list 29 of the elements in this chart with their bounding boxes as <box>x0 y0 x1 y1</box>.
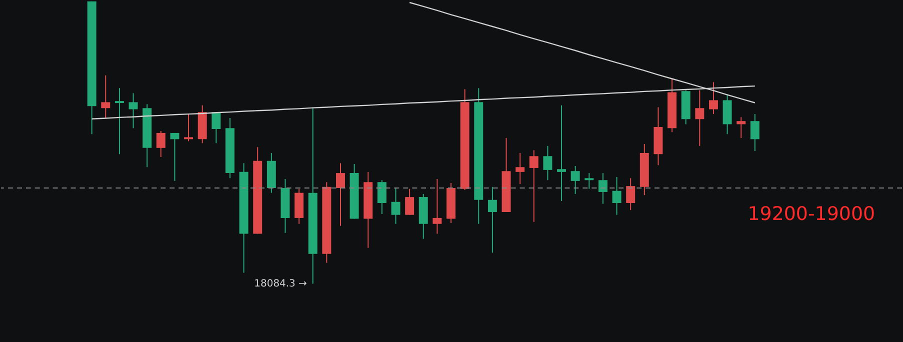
candlestick <box>543 145 552 181</box>
candlestick <box>488 186 497 254</box>
candlestick <box>557 104 566 202</box>
candlestick <box>114 88 124 155</box>
candlestick <box>722 94 732 135</box>
candlestick <box>128 92 138 129</box>
candlestick <box>377 180 386 215</box>
candlestick <box>584 172 594 190</box>
candlestick <box>101 74 110 118</box>
candlestick <box>516 152 525 185</box>
candlestick <box>170 132 180 182</box>
candlestick <box>695 90 704 146</box>
candlestick <box>184 114 194 142</box>
candlestick <box>736 116 746 139</box>
candlestick <box>708 82 718 115</box>
candlestick <box>626 178 636 211</box>
candlestick <box>612 176 622 216</box>
candlestick <box>570 166 580 194</box>
candlestick <box>212 112 221 144</box>
candlestick <box>598 172 608 204</box>
candlestick <box>750 114 760 152</box>
annotation: 19200-19000 <box>748 202 876 225</box>
candlestick <box>336 162 345 226</box>
annotation: 18084.3 → <box>254 278 307 290</box>
candlestick <box>529 150 538 222</box>
candlestick <box>391 188 400 224</box>
candlestick <box>405 188 414 216</box>
candlestick <box>156 130 166 158</box>
candlestick <box>432 178 442 234</box>
